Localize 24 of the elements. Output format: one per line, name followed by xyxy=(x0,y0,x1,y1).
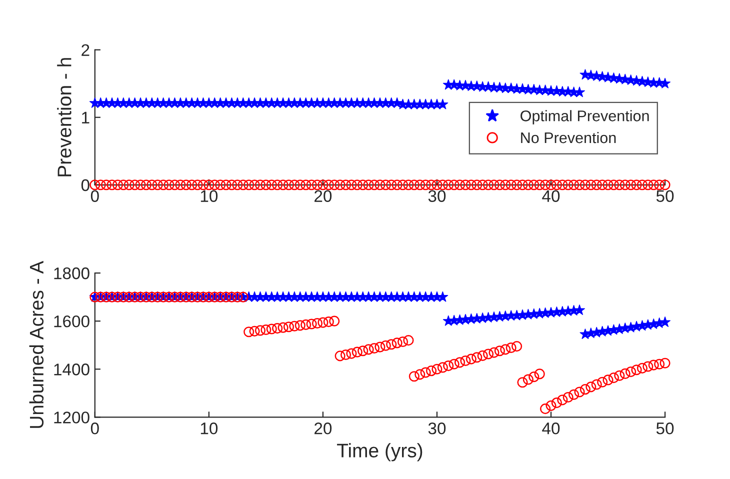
x-tick-label: 20 xyxy=(314,190,332,202)
y-tick-label: 1400 xyxy=(54,364,90,376)
x-tick-label: 50 xyxy=(656,422,674,434)
y-tick-label: 1200 xyxy=(54,412,90,424)
legend-label: Optimal Prevention xyxy=(520,110,649,124)
x-tick-label: 0 xyxy=(90,190,99,202)
y-axis-title: Unburned Acres - A xyxy=(29,260,44,428)
legend-label: No Prevention xyxy=(521,132,616,144)
y-tick-label: 0 xyxy=(81,179,90,192)
x-tick-label: 30 xyxy=(428,422,446,434)
y-axis-title: Prevention - h xyxy=(57,58,72,176)
y-tick-label: 1 xyxy=(82,112,90,124)
y-tick-label: 2 xyxy=(82,44,90,56)
x-tick-label: 40 xyxy=(542,190,560,202)
y-tick-label: 1800 xyxy=(54,267,90,280)
x-axis-title: Time (yrs) xyxy=(337,443,422,462)
x-tick-label: 20 xyxy=(314,422,332,434)
x-tick-label: 0 xyxy=(90,422,99,434)
x-tick-label: 40 xyxy=(542,422,560,434)
y-tick-label: 1600 xyxy=(54,315,90,328)
x-tick-label: 10 xyxy=(200,422,218,434)
x-tick-label: 50 xyxy=(656,190,674,202)
x-tick-label: 30 xyxy=(428,190,446,202)
x-tick-label: 10 xyxy=(200,190,218,202)
